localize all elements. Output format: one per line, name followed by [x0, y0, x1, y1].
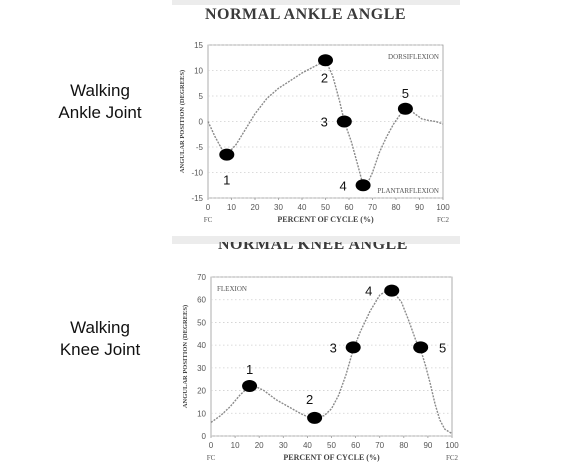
knee-ytick-label: 30: [197, 364, 206, 373]
ankle-annotation-plantarflexion: PLANTARFLEXION: [377, 187, 439, 195]
knee-side-label-line2: Knee Joint: [59, 340, 141, 359]
ankle-ytick-label: -5: [196, 143, 204, 152]
knee-ytick-label: 0: [202, 432, 207, 441]
ankle-chart-title: NORMAL ANKLE ANGLE: [205, 6, 407, 23]
knee-chart-title: NORMAL KNEE ANGLE: [218, 236, 408, 253]
knee-fc2-label: FC2: [446, 454, 459, 462]
ankle-xtick-label: 30: [274, 203, 283, 212]
ankle-xtick-label: 40: [298, 203, 307, 212]
ankle-y-axis-label: ANGULAR POSITION (DEGREES): [179, 70, 186, 173]
knee-marker-1: [242, 380, 258, 393]
knee-xtick-label: 50: [327, 441, 336, 450]
ankle-xtick-label: 90: [415, 203, 424, 212]
ankle-ytick-label: -15: [191, 194, 203, 203]
ankle-ytick-label: 10: [194, 67, 203, 76]
ankle-xtick-label: 70: [368, 203, 377, 212]
knee-marker-2: [307, 411, 323, 424]
knee-fc-label: FC: [207, 454, 216, 462]
ankle-marker-2: [318, 54, 333, 67]
ankle-ytick-label: -10: [191, 169, 203, 178]
knee-xtick-label: 70: [375, 441, 384, 450]
ankle-side-label-line1: Walking: [70, 81, 130, 100]
ankle-marker-3: [336, 115, 352, 128]
knee-y-axis-label: ANGULAR POSITION (DEGREES): [182, 305, 189, 408]
knee-ytick-label: 10: [197, 409, 206, 418]
knee-ytick-label: 60: [197, 296, 206, 305]
knee-xtick-label: 30: [279, 441, 288, 450]
knee-marker-label-1: 1: [246, 362, 253, 377]
ankle-fc-label: FC: [204, 216, 213, 224]
knee-plot-frame: [210, 276, 453, 437]
knee-annotation-flexion: FLEXION: [217, 285, 247, 293]
knee-xtick-label: 0: [209, 441, 214, 450]
knee-marker-label-4: 4: [365, 284, 372, 299]
knee-marker-label-2: 2: [306, 392, 313, 407]
knee-side-label-line1: Walking: [70, 318, 130, 337]
ankle-marker-1: [219, 148, 235, 161]
ankle-side-label: Walking Ankle Joint: [42, 80, 158, 124]
scan-edge-top: [172, 0, 460, 5]
ankle-xtick-label: 100: [436, 203, 450, 212]
ankle-xtick-label: 20: [251, 203, 260, 212]
knee-marker-label-5: 5: [439, 340, 446, 355]
ankle-side-label-line2: Ankle Joint: [58, 103, 142, 122]
ankle-xtick-label: 60: [345, 203, 354, 212]
knee-xtick-label: 80: [399, 441, 408, 450]
knee-xtick-label: 20: [255, 441, 264, 450]
knee-marker-5: [413, 341, 429, 354]
ankle-annotation-dorsiflexion: DORSIFLEXION: [388, 53, 439, 61]
knee-xtick-label: 40: [303, 441, 312, 450]
knee-marker-4: [384, 284, 400, 297]
ankle-ytick-label: 0: [199, 118, 204, 127]
ankle-marker-label-1: 1: [223, 173, 230, 188]
ankle-marker-label-5: 5: [402, 86, 409, 101]
ankle-marker-label-3: 3: [321, 115, 328, 130]
knee-side-label: Walking Knee Joint: [42, 317, 158, 361]
ankle-xtick-label: 50: [321, 203, 330, 212]
ankle-xtick-label: 0: [206, 203, 211, 212]
ankle-ytick-label: 15: [194, 41, 203, 50]
knee-xtick-label: 10: [231, 441, 240, 450]
ankle-xtick-label: 80: [392, 203, 401, 212]
knee-xtick-label: 90: [423, 441, 432, 450]
ankle-marker-label-4: 4: [339, 178, 346, 193]
ankle-ytick-label: 5: [199, 92, 204, 101]
knee-ytick-label: 70: [197, 273, 206, 282]
ankle-marker-4: [355, 179, 371, 192]
knee-xtick-label: 100: [445, 441, 459, 450]
ankle-x-axis-label: PERCENT OF CYCLE (%): [277, 215, 374, 224]
knee-ytick-label: 40: [197, 341, 206, 350]
knee-x-axis-label: PERCENT OF CYCLE (%): [283, 453, 380, 462]
knee-marker-label-3: 3: [330, 340, 337, 355]
ankle-fc2-label: FC2: [437, 216, 450, 224]
knee-ytick-label: 20: [197, 387, 206, 396]
knee-xtick-label: 60: [351, 441, 360, 450]
ankle-marker-5: [397, 102, 413, 115]
ankle-xtick-label: 10: [227, 203, 236, 212]
knee-marker-3: [345, 341, 361, 354]
scan-edge-middle: [172, 236, 460, 244]
ankle-marker-label-2: 2: [321, 70, 328, 85]
knee-ytick-label: 50: [197, 318, 206, 327]
